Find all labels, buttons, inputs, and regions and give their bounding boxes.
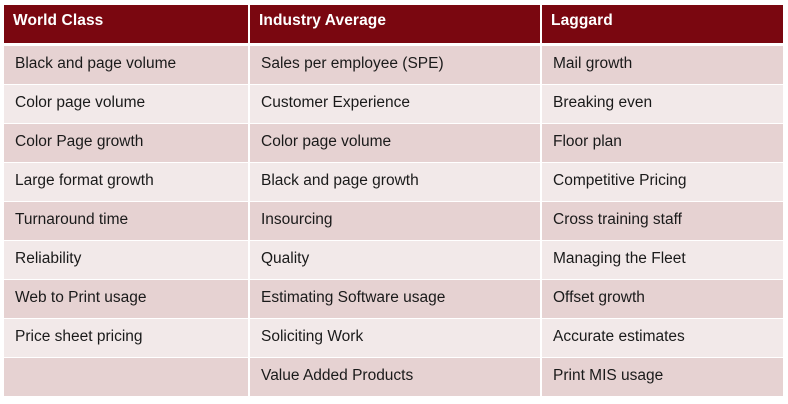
cell-world-class: Black and page volume — [4, 46, 250, 84]
cell-laggard: Breaking even — [553, 94, 653, 111]
cell-industry-average: Customer Experience — [250, 85, 542, 123]
header-divider — [4, 43, 783, 46]
cell-world-class: Color page volume — [4, 85, 250, 123]
cell-laggard: Cross training staff — [553, 211, 682, 228]
cell-laggard: Managing the Fleet — [553, 250, 686, 267]
table-row: Large format growth Black and page growt… — [4, 163, 783, 202]
table-row: Color Page growth Color page volume Floo… — [4, 124, 783, 163]
cell-laggard: Floor plan — [553, 133, 622, 150]
cell-world-class: Turnaround time — [4, 202, 250, 240]
cell-laggard: Accurate estimates — [553, 328, 685, 345]
cell-industry-average: Black and page growth — [250, 163, 542, 201]
cell-industry-average: Insourcing — [250, 202, 542, 240]
cell-laggard: Offset growth — [553, 289, 645, 306]
table-row: Value Added Products Print MIS usage — [4, 358, 783, 397]
cell-world-class: Reliability — [4, 241, 250, 279]
table-row: Web to Print usage Estimating Software u… — [4, 280, 783, 319]
table-row: Turnaround time Insourcing Cross trainin… — [4, 202, 783, 241]
table-row: Reliability Quality Managing the Fleet — [4, 241, 783, 280]
cell-industry-average: Sales per employee (SPE) — [250, 46, 542, 84]
cell-world-class — [4, 358, 250, 396]
cell-industry-average: Quality — [250, 241, 542, 279]
cell-industry-average: Value Added Products — [250, 358, 542, 396]
header-world-class: World Class — [4, 5, 250, 43]
cell-laggard: Mail growth — [553, 55, 633, 72]
cell-world-class: Web to Print usage — [4, 280, 250, 318]
cell-world-class: Large format growth — [4, 163, 250, 201]
cell-world-class: Price sheet pricing — [4, 319, 250, 357]
cell-industry-average: Estimating Software usage — [250, 280, 542, 318]
cell-laggard: Competitive Pricing — [553, 172, 687, 189]
table-header-row: World Class Industry Average Laggard — [4, 5, 783, 43]
table-row: Color page volume Customer Experience Br… — [4, 85, 783, 124]
comparison-table: World Class Industry Average Laggard Bla… — [4, 5, 783, 397]
cell-world-class: Color Page growth — [4, 124, 250, 162]
cell-industry-average: Color page volume — [250, 124, 542, 162]
cell-laggard: Print MIS usage — [553, 367, 664, 384]
table-row: Price sheet pricing Soliciting Work Accu… — [4, 319, 783, 358]
header-laggard: Laggard — [551, 12, 613, 29]
header-industry-average: Industry Average — [250, 5, 542, 43]
cell-industry-average: Soliciting Work — [250, 319, 542, 357]
table-row: Black and page volume Sales per employee… — [4, 46, 783, 85]
